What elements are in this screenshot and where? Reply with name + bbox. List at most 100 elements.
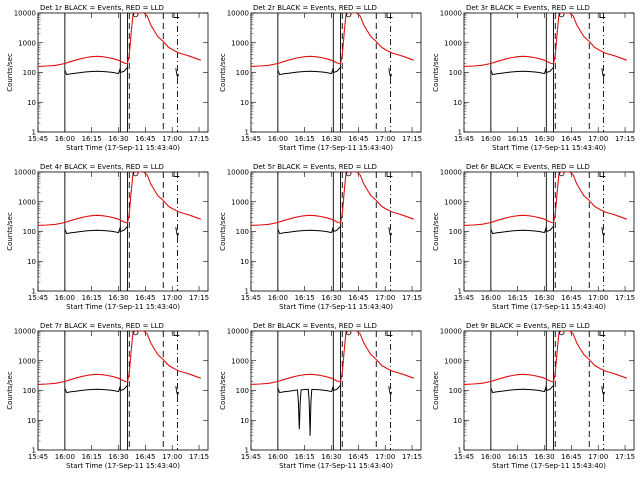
x-tick-label: 16:15 xyxy=(82,135,102,143)
x-tick-label: 17:00 xyxy=(375,294,395,302)
peak-marker xyxy=(558,331,565,336)
y-tick-label: 10 xyxy=(453,99,462,107)
series-fragment-events-top xyxy=(386,13,393,19)
x-tick-label: 16:15 xyxy=(82,453,102,461)
x-tick-label: 17:15 xyxy=(402,294,422,302)
peak-marker xyxy=(345,172,352,177)
x-tick-label: 16:15 xyxy=(295,135,315,143)
x-tick-label: 17:15 xyxy=(189,453,209,461)
series-fragment-events xyxy=(601,386,605,397)
x-tick-label: 16:45 xyxy=(561,453,581,461)
plot-frame xyxy=(250,330,422,451)
chart-title: Det 8r BLACK = Events, RED = LLD xyxy=(253,322,377,330)
series-fragment-events xyxy=(175,68,179,79)
y-tick-label: 1 xyxy=(245,129,249,137)
x-tick-label: 16:45 xyxy=(561,135,581,143)
x-axis-label: Start Time (17-Sep-11 15:43:40) xyxy=(492,144,606,152)
y-tick-label: 100 xyxy=(236,69,249,77)
x-tick-label: 17:00 xyxy=(588,294,608,302)
x-axis-label: Start Time (17-Sep-11 15:43:40) xyxy=(279,303,393,311)
peak-marker xyxy=(132,172,139,177)
panel-7r: Det 7r BLACK = Events, RED = LLD 1 10 100 10… xyxy=(6,322,209,470)
y-tick-label: 100 xyxy=(23,387,36,395)
series-line-lld xyxy=(464,13,627,67)
x-tick-label: 16:15 xyxy=(82,294,102,302)
y-tick-label: 10000 xyxy=(440,328,462,336)
y-tick-label: 100 xyxy=(236,387,249,395)
peak-marker xyxy=(558,13,565,18)
series-line-lld xyxy=(464,331,627,385)
series-fragment-events xyxy=(175,227,179,238)
x-tick-label: 15:45 xyxy=(454,294,474,302)
plot-area xyxy=(464,331,627,450)
y-tick-label: 10 xyxy=(27,417,36,425)
series-fragment-events-top xyxy=(386,331,393,337)
x-tick-label: 16:45 xyxy=(348,453,368,461)
y-tick-label: 1000 xyxy=(444,39,462,47)
y-tick-label: 100 xyxy=(449,387,462,395)
series-fragment-events-top xyxy=(173,331,180,337)
y-tick-label: 1 xyxy=(458,447,462,455)
peak-marker xyxy=(132,13,139,18)
plot-area xyxy=(251,331,414,450)
plot-area xyxy=(251,172,414,291)
y-tick-label: 10000 xyxy=(440,10,462,18)
x-tick-label: 17:00 xyxy=(162,135,182,143)
plot-area xyxy=(38,172,201,291)
peak-marker xyxy=(132,331,139,336)
y-tick-label: 10 xyxy=(240,258,249,266)
y-tick-label: 10000 xyxy=(14,328,36,336)
plot-frame xyxy=(37,330,209,451)
x-tick-label: 16:00 xyxy=(55,135,75,143)
x-tick-label: 15:45 xyxy=(241,294,261,302)
series-line-events xyxy=(490,225,554,235)
y-tick-label: 1000 xyxy=(18,357,36,365)
x-tick-label: 17:00 xyxy=(588,453,608,461)
series-line-events xyxy=(277,66,341,76)
series-line-lld xyxy=(464,172,627,226)
x-tick-label: 16:45 xyxy=(561,294,581,302)
plot-area xyxy=(38,331,201,450)
x-tick-label: 17:15 xyxy=(402,453,422,461)
x-tick-label: 17:00 xyxy=(162,453,182,461)
x-tick-label: 16:30 xyxy=(321,135,341,143)
x-tick-label: 16:15 xyxy=(508,453,528,461)
x-tick-label: 17:00 xyxy=(375,135,395,143)
panel-6r: Det 6r BLACK = Events, RED = LLD 1 10 100 10… xyxy=(432,163,635,311)
y-tick-label: 1000 xyxy=(231,198,249,206)
series-line-lld xyxy=(38,172,201,226)
y-axis-label: Counts/sec xyxy=(432,212,440,251)
series-fragment-events-top xyxy=(173,13,180,19)
chart-title: Det 9r BLACK = Events, RED = LLD xyxy=(466,322,590,330)
series-line-events xyxy=(490,66,554,76)
series-fragment-events xyxy=(388,227,392,238)
x-axis-label: Start Time (17-Sep-11 15:43:40) xyxy=(66,303,180,311)
series-line-events xyxy=(277,384,341,436)
x-tick-label: 16:00 xyxy=(55,453,75,461)
x-tick-label: 15:45 xyxy=(28,294,48,302)
y-tick-label: 100 xyxy=(449,228,462,236)
y-tick-label: 10 xyxy=(453,417,462,425)
plot-area xyxy=(464,172,627,291)
x-axis-label: Start Time (17-Sep-11 15:43:40) xyxy=(492,303,606,311)
series-fragment-events xyxy=(388,68,392,79)
series-fragment-events-top xyxy=(173,172,180,178)
chart-title: Det 6r BLACK = Events, RED = LLD xyxy=(466,163,590,171)
chart-title: Det 1r BLACK = Events, RED = LLD xyxy=(40,4,164,12)
series-fragment-events-top xyxy=(599,13,606,19)
x-tick-label: 17:15 xyxy=(402,135,422,143)
x-tick-label: 17:15 xyxy=(189,294,209,302)
series-line-events xyxy=(64,225,128,235)
x-tick-label: 15:45 xyxy=(454,135,474,143)
y-tick-label: 1000 xyxy=(18,198,36,206)
x-tick-label: 16:45 xyxy=(348,135,368,143)
y-tick-label: 1 xyxy=(245,447,249,455)
y-tick-label: 10000 xyxy=(227,169,249,177)
chart-title: Det 4r BLACK = Events, RED = LLD xyxy=(40,163,164,171)
chart-title: Det 2r BLACK = Events, RED = LLD xyxy=(253,4,377,12)
y-tick-label: 100 xyxy=(23,69,36,77)
x-tick-label: 16:30 xyxy=(321,453,341,461)
x-tick-label: 16:00 xyxy=(55,294,75,302)
x-tick-label: 16:45 xyxy=(135,135,155,143)
